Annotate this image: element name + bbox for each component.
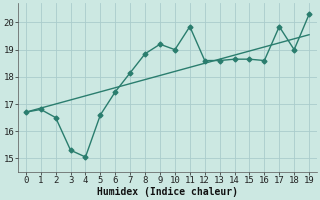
X-axis label: Humidex (Indice chaleur): Humidex (Indice chaleur) (97, 186, 238, 197)
